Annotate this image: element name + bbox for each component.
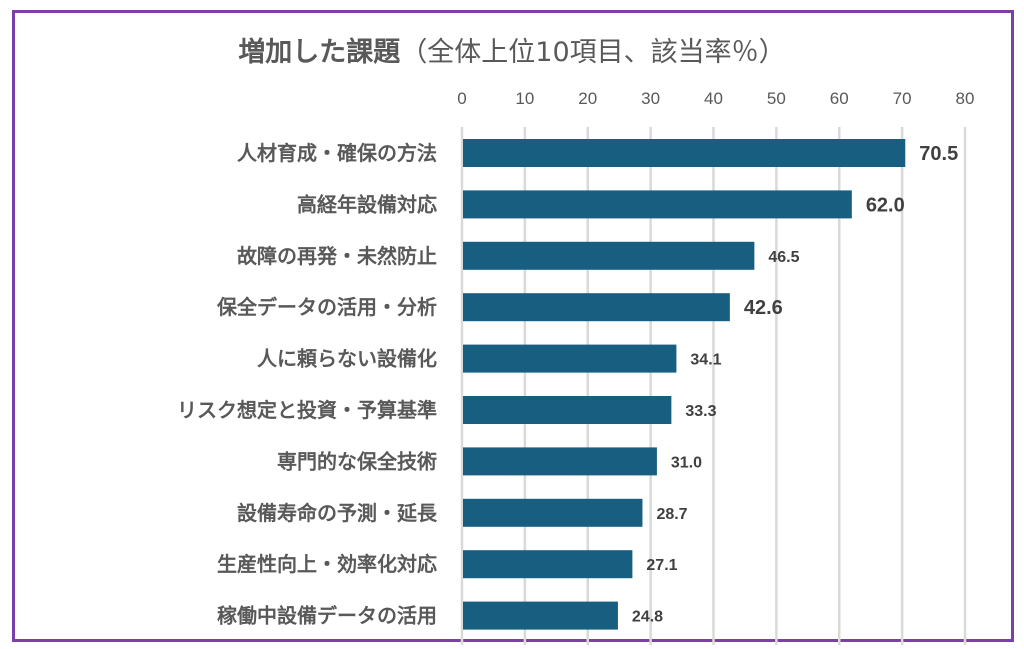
value-label: 46.5 bbox=[768, 249, 799, 266]
bar bbox=[463, 241, 755, 270]
category-label: 故障の再発・未然防止 bbox=[237, 244, 437, 268]
x-tick-label: 10 bbox=[515, 89, 534, 108]
value-labels: 70.5 62.0 46.5 42.6 34.1 33.3 31.0 28.7 27.1 24.8 bbox=[632, 143, 958, 626]
category-label: 高経年設備対応 bbox=[297, 192, 437, 216]
value-label: 27.1 bbox=[646, 557, 677, 574]
value-label: 70.5 bbox=[919, 143, 958, 165]
bar bbox=[463, 344, 677, 373]
chart-frame bbox=[12, 10, 1014, 642]
x-tick-label: 30 bbox=[641, 89, 660, 108]
x-tick-label: 20 bbox=[578, 89, 597, 108]
category-label: 人材育成・確保の方法 bbox=[237, 141, 437, 165]
category-label: 人に頼らない設備化 bbox=[257, 347, 437, 371]
value-label: 62.0 bbox=[866, 194, 905, 216]
value-label: 24.8 bbox=[632, 609, 663, 626]
x-tick-label: 50 bbox=[767, 89, 786, 108]
x-tick-label: 0 bbox=[457, 89, 466, 108]
category-label: 稼働中設備データの活用 bbox=[217, 604, 437, 628]
value-label: 34.1 bbox=[690, 352, 721, 369]
bar bbox=[463, 550, 633, 579]
bar bbox=[463, 601, 618, 630]
chart-title: 増加した課題（全体上位10項目、該当率％） bbox=[0, 30, 1024, 69]
x-axis-ticks: 0 10 20 30 40 50 60 70 80 bbox=[457, 89, 974, 108]
value-label: 31.0 bbox=[671, 454, 702, 471]
value-label: 33.3 bbox=[685, 403, 716, 420]
x-tick-label: 40 bbox=[704, 89, 723, 108]
category-label: 生産性向上・効率化対応 bbox=[217, 552, 437, 576]
value-label: 28.7 bbox=[656, 506, 687, 523]
x-tick-label: 70 bbox=[893, 89, 912, 108]
bar bbox=[463, 447, 657, 476]
bar bbox=[463, 190, 852, 219]
bar bbox=[463, 139, 906, 167]
chart-title-main: 増加した課題 bbox=[238, 37, 401, 68]
chart-title-sub: （全体上位10項目、該当率％） bbox=[400, 37, 786, 68]
value-label: 42.6 bbox=[744, 297, 783, 319]
bars bbox=[463, 139, 906, 630]
bar bbox=[463, 293, 730, 322]
category-label: 専門的な保全技術 bbox=[277, 449, 437, 473]
category-label: 保全データの活用・分析 bbox=[216, 295, 437, 319]
x-tick-label: 60 bbox=[830, 89, 849, 108]
category-label: 設備寿命の予測・延長 bbox=[237, 501, 438, 525]
category-label: リスク想定と投資・予算基準 bbox=[177, 398, 437, 422]
x-tick-label: 80 bbox=[956, 89, 975, 108]
bar bbox=[463, 498, 643, 527]
bar bbox=[463, 396, 672, 424]
category-labels: 人材育成・確保の方法高経年設備対応故障の再発・未然防止保全データの活用・分析人に… bbox=[177, 141, 438, 628]
